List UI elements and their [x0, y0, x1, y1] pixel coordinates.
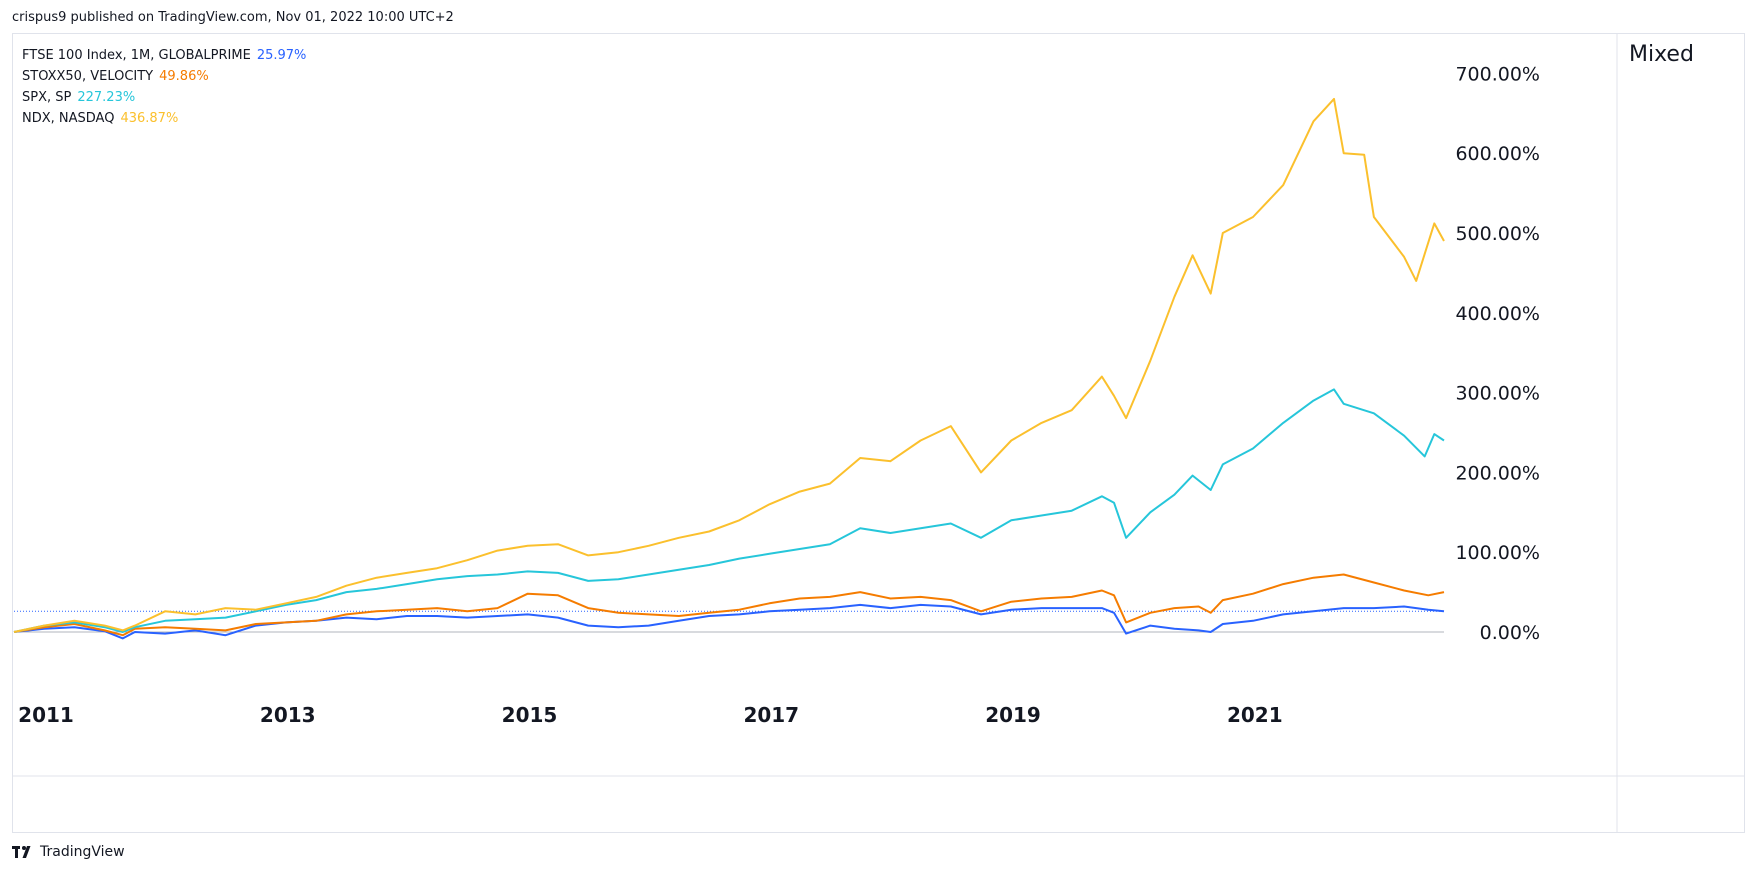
- legend-label-stoxx: STOXX50, VELOCITY: [22, 69, 154, 84]
- x-tick-label: 2019: [985, 703, 1041, 727]
- tradingview-brand[interactable]: TradingView: [12, 844, 125, 860]
- x-tick-label: 2013: [260, 703, 316, 727]
- y-tick-label: 0.00%: [1480, 622, 1540, 644]
- y-tick-label: 300.00%: [1455, 383, 1540, 405]
- legend-item-ndx[interactable]: NDX, NASDAQ 436.87%: [22, 108, 306, 129]
- y-tick-label: 500.00%: [1455, 223, 1540, 245]
- y-axis-labels: 0.00% 100.00% 200.00% 300.00% 400.00% 500.00%…: [1455, 63, 1540, 644]
- legend-item-stoxx[interactable]: STOXX50, VELOCITY 49.86%: [22, 66, 306, 87]
- legend-label-ndx: NDX, NASDAQ: [22, 111, 115, 126]
- legend-value-spx: 227.23%: [77, 90, 136, 105]
- tradingview-logo-icon: [12, 846, 31, 858]
- series-line-stoxx[interactable]: [13, 573, 1445, 637]
- legend-item-spx[interactable]: SPX, SP 227.23%: [22, 87, 306, 108]
- y-tick-label: 400.00%: [1455, 303, 1540, 325]
- legend-value-ftse: 25.97%: [256, 48, 307, 63]
- legend: FTSE 100 Index, 1M, GLOBALPRIME 25.97% ST…: [22, 45, 306, 129]
- y-tick-label: 600.00%: [1455, 143, 1540, 165]
- series-layer: [13, 97, 1445, 640]
- y-tick-label: 200.00%: [1455, 462, 1540, 484]
- x-tick-label: 2011: [18, 703, 74, 727]
- series-line-ftse[interactable]: [13, 603, 1445, 640]
- y-tick-label: 100.00%: [1455, 542, 1540, 564]
- legend-item-ftse[interactable]: FTSE 100 Index, 1M, GLOBALPRIME 25.97%: [22, 45, 306, 66]
- legend-value-stoxx: 49.86%: [159, 69, 209, 84]
- x-tick-label: 2017: [743, 703, 799, 727]
- legend-value-ndx: 436.87%: [120, 111, 179, 126]
- x-tick-label: 2015: [502, 703, 558, 727]
- series-line-ndx[interactable]: [13, 97, 1445, 633]
- scale-mode-label[interactable]: Mixed: [1629, 42, 1694, 67]
- brand-label: TradingView: [40, 844, 125, 860]
- series-line-spx[interactable]: [13, 388, 1445, 633]
- x-axis-labels: 2011 2013 2015 2017 2019 2021: [18, 703, 1282, 727]
- legend-label-ftse: FTSE 100 Index, 1M, GLOBALPRIME: [22, 48, 251, 63]
- y-tick-label: 700.00%: [1455, 63, 1540, 85]
- chart-frame: [12, 33, 1745, 833]
- x-tick-label: 2021: [1227, 703, 1283, 727]
- legend-label-spx: SPX, SP: [22, 90, 72, 105]
- publisher-line: crispus9 published on TradingView.com, N…: [12, 10, 454, 25]
